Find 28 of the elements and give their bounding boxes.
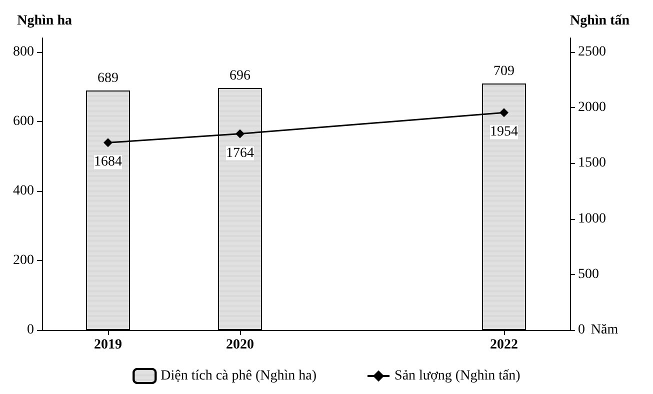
y-tick-label: 200 <box>13 252 34 268</box>
y2-tick-label: 2500 <box>578 44 606 60</box>
y-tick-label: 0 <box>27 322 34 338</box>
y-tick-label: 600 <box>13 114 34 129</box>
x-tick-label: 2019 <box>94 338 122 352</box>
x-axis-title: Năm <box>590 322 618 338</box>
legend-label: Diện tích cà phê (Nghìn ha) <box>160 368 317 384</box>
data-label: 1684 <box>94 154 122 170</box>
y-tick-label: 400 <box>13 183 34 198</box>
data-label: 696 <box>230 68 250 84</box>
data-label: 689 <box>98 70 118 86</box>
x-tick-label: 2020 <box>226 338 254 352</box>
data-label: 709 <box>494 64 514 80</box>
y2-tick-label: 0 <box>578 322 585 338</box>
point <box>104 138 112 148</box>
data-label: 1954 <box>490 124 518 140</box>
y2-tick-label: 1000 <box>578 211 606 226</box>
y2-tick-label: 500 <box>578 266 599 282</box>
y2-axis-title: Nghìn tấn <box>570 14 630 28</box>
y-tick-label: 800 <box>13 44 34 60</box>
point <box>236 129 244 138</box>
y2-tick-label: 2000 <box>578 100 606 116</box>
point <box>500 108 508 118</box>
x-tick-label: 2022 <box>490 338 518 352</box>
y-axis-title: Nghìn ha <box>17 14 72 28</box>
y2-tick-label: 1500 <box>578 156 606 171</box>
data-label: 1764 <box>226 146 254 161</box>
legend-label: Sản lượng (Nghìn tấn) <box>394 368 521 384</box>
